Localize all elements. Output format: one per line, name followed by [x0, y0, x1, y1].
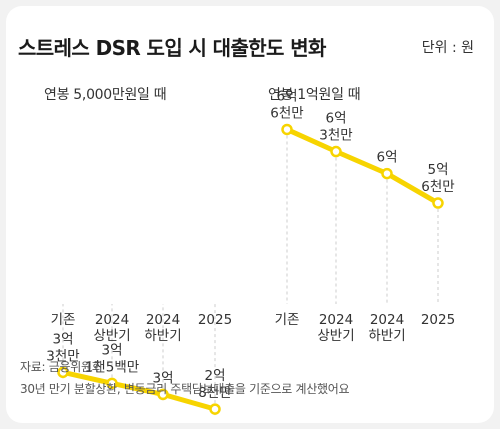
chart-title: 스트레스 DSR 도입 시 대출한도 변화: [18, 36, 326, 60]
data-label: 6억 3천만: [319, 111, 352, 144]
data-point: [209, 403, 221, 415]
data-label: 2억 8천만: [198, 368, 231, 401]
data-label: 5억 6천만: [421, 162, 454, 195]
data-point: [106, 377, 118, 390]
data-point: [381, 167, 393, 180]
x-tick-label: 기존: [275, 312, 300, 328]
data-label: 3억 3천만: [46, 331, 79, 364]
chart-1-subtitle: 연봉 5,000만원일 때: [44, 87, 167, 103]
x-tick-label: 2024 상반기: [93, 312, 130, 344]
data-point: [157, 388, 169, 401]
data-label: 6억: [376, 150, 397, 166]
x-tick-label: 2025: [421, 312, 455, 328]
data-point: [432, 197, 444, 209]
data-point: [281, 123, 293, 136]
data-point: [57, 366, 69, 379]
x-tick-label: 2024 하반기: [144, 312, 181, 344]
x-tick-label: 2025: [198, 312, 232, 328]
chart-card: [6, 6, 494, 423]
calculation-note: 30년 만기 분할상환, 변동금리 주택담보대출을 기준으로 계산했어요: [20, 382, 350, 396]
data-label: 6억 6천만: [270, 88, 303, 121]
source-note: 자료: 금융위원회: [20, 360, 103, 374]
x-tick-label: 2024 상반기: [317, 312, 354, 344]
x-tick-label: 2024 하반기: [368, 312, 405, 344]
data-label: 3억: [152, 370, 173, 386]
x-tick-label: 기존: [51, 312, 76, 328]
data-label: 3억 1천5백만: [85, 342, 139, 375]
series-line: [60, 369, 218, 412]
unit-label: 단위 : 원: [421, 40, 474, 56]
series-line: [284, 126, 441, 206]
data-point: [330, 145, 342, 158]
chart-2-subtitle: 연봉 1억원일 때: [268, 87, 361, 103]
